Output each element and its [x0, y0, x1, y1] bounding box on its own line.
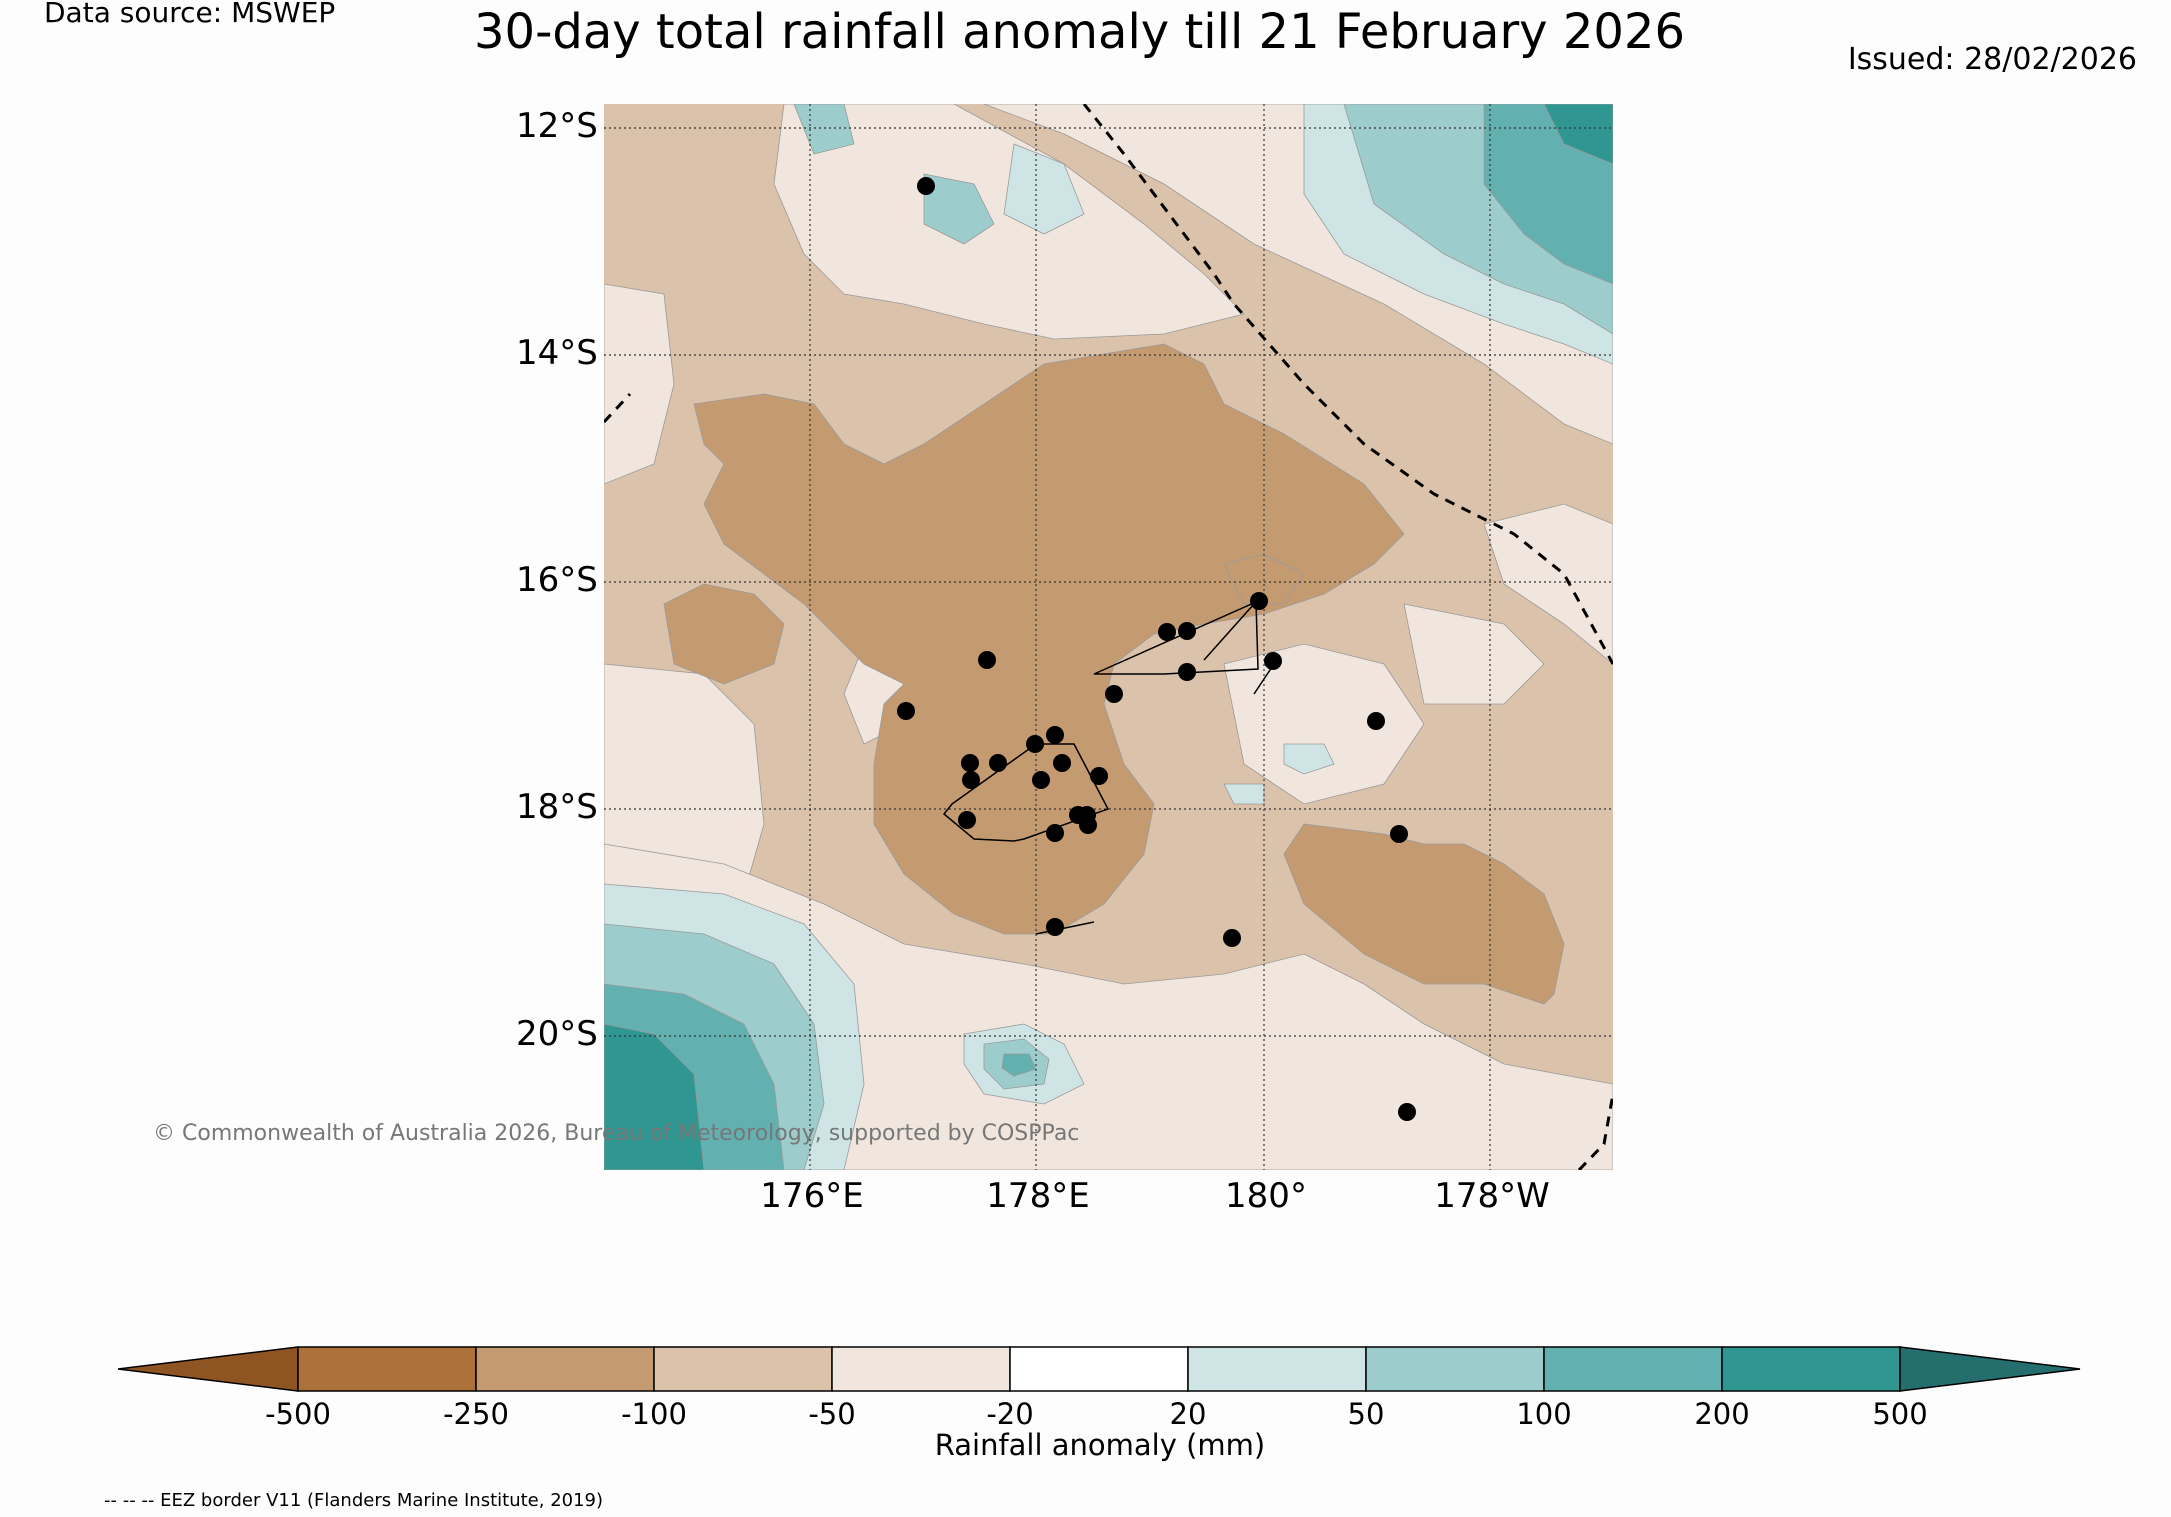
lat-label: 16°S: [516, 560, 598, 600]
lat-label: 14°S: [516, 333, 598, 373]
map-title: 30-day total rainfall anomaly till 21 Fe…: [0, 4, 2171, 60]
colorbar-tick: -100: [621, 1397, 687, 1431]
colorbar-extend-high: [1899, 1346, 2081, 1392]
colorbar-bin: [1009, 1346, 1189, 1392]
colorbar-bin: [1543, 1346, 1723, 1392]
colorbar-tick: 500: [1872, 1397, 1928, 1431]
colorbar-tick: -50: [808, 1397, 856, 1431]
colorbar-tick: 50: [1347, 1397, 1385, 1431]
colorbar-label: Rainfall anomaly (mm): [934, 1428, 1266, 1462]
issued-date: Issued: 28/02/2026: [1847, 42, 2137, 77]
data-source-label: Data source: MSWEP: [44, 0, 336, 29]
lon-label: 178°W: [1434, 1176, 1550, 1216]
eez-border: [604, 104, 1613, 1170]
colorbar-bin: [1365, 1346, 1545, 1392]
rainfall-anomaly-map: [604, 104, 1613, 1170]
colorbar-bin: [1187, 1346, 1367, 1392]
map-title-text: 30-day total rainfall anomaly till 21 Fe…: [473, 4, 1685, 60]
contours-extreme-wet: [604, 104, 1613, 1170]
station-markers: [897, 177, 1416, 1121]
colorbar-tick: 200: [1694, 1397, 1750, 1431]
colorbar-extend-low: [117, 1346, 299, 1392]
lat-label: 18°S: [516, 787, 598, 827]
colorbar-tick: -250: [443, 1397, 509, 1431]
colorbar-bin: [1721, 1346, 1901, 1392]
colorbar-tick: -500: [265, 1397, 331, 1431]
colorbar-bin: [297, 1346, 477, 1392]
graticule: [604, 104, 1613, 1170]
lon-label: 176°E: [760, 1176, 864, 1216]
colorbar-tick: -20: [986, 1397, 1034, 1431]
lon-label: 178°E: [986, 1176, 1090, 1216]
lat-label: 12°S: [516, 106, 598, 146]
colorbar-bin: [831, 1346, 1011, 1392]
contours-dry: [663, 343, 1565, 1005]
lat-label: 20°S: [516, 1014, 598, 1054]
lon-label: 180°: [1225, 1176, 1307, 1216]
colorbar-tick: 20: [1169, 1397, 1207, 1431]
eez-legend-note: -- -- -- EEZ border V11 (Flanders Marine…: [104, 1490, 604, 1511]
copyright-notice: © Commonwealth of Australia 2026, Bureau…: [153, 1121, 1080, 1146]
colorbar: [117, 1344, 2084, 1396]
colorbar-tick: 100: [1516, 1397, 1572, 1431]
colorbar-bin: [475, 1346, 655, 1392]
colorbar-bin: [653, 1346, 833, 1392]
